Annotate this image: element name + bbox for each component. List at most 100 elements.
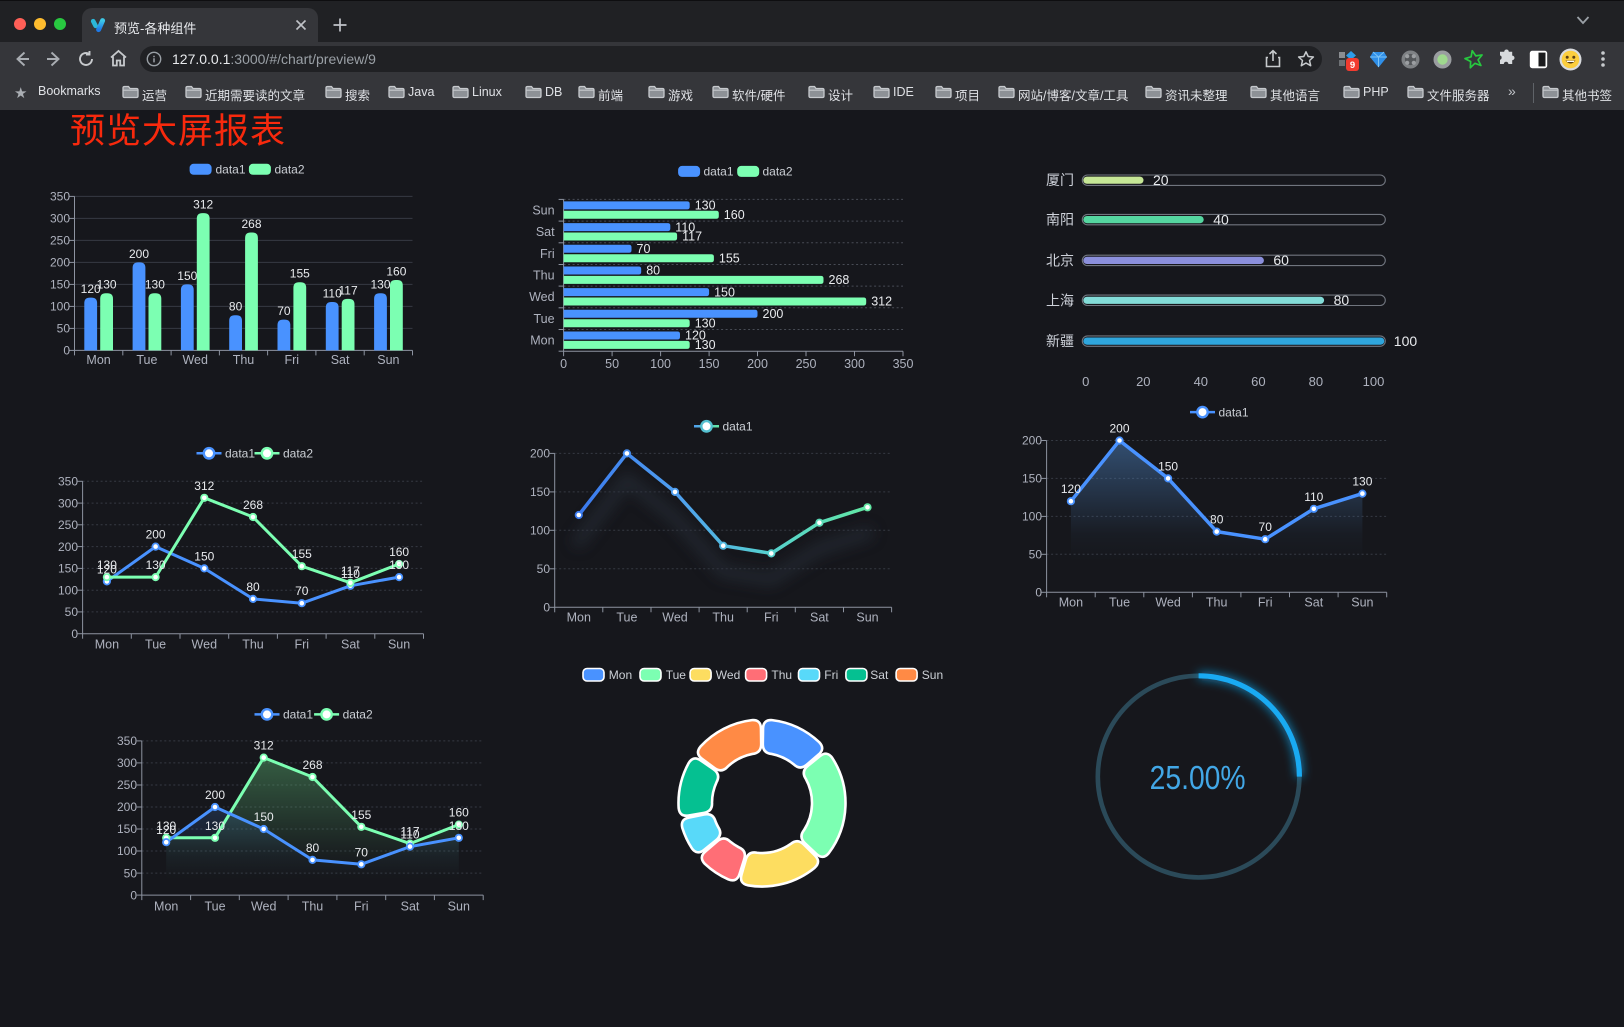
svg-text:200: 200 <box>129 247 149 261</box>
svg-text:350: 350 <box>58 475 78 489</box>
svg-text:0: 0 <box>130 888 137 902</box>
svg-text:200: 200 <box>205 788 225 802</box>
svg-text:150: 150 <box>530 485 550 499</box>
svg-text:Thu: Thu <box>242 638 264 652</box>
svg-text:200: 200 <box>1109 422 1129 436</box>
svg-text:50: 50 <box>605 357 619 371</box>
svg-text:80: 80 <box>1210 513 1224 527</box>
svg-text:Sun: Sun <box>448 900 470 914</box>
svg-text:Wed: Wed <box>529 290 555 304</box>
svg-text:新疆: 新疆 <box>1046 333 1074 349</box>
svg-text:data2: data2 <box>275 162 305 176</box>
svg-text:Fri: Fri <box>540 247 555 261</box>
svg-text:Tue: Tue <box>666 668 687 682</box>
svg-text:Wed: Wed <box>716 668 740 682</box>
svg-text:268: 268 <box>241 217 261 231</box>
svg-text:110: 110 <box>323 287 342 301</box>
svg-text:100: 100 <box>1363 374 1385 389</box>
svg-text:200: 200 <box>763 307 784 321</box>
svg-text:Thu: Thu <box>302 900 324 914</box>
svg-text:Mon: Mon <box>95 638 119 652</box>
svg-text:Sun: Sun <box>1351 596 1373 610</box>
svg-text:150: 150 <box>254 810 274 824</box>
svg-text:40: 40 <box>1194 374 1208 389</box>
svg-text:120: 120 <box>156 823 176 837</box>
svg-text:130: 130 <box>145 278 165 292</box>
svg-text:Wed: Wed <box>182 353 208 367</box>
svg-text:155: 155 <box>292 547 312 561</box>
svg-text:Mon: Mon <box>1059 596 1083 610</box>
svg-text:150: 150 <box>177 269 197 283</box>
svg-text:120: 120 <box>97 562 117 576</box>
svg-text:350: 350 <box>50 190 70 204</box>
svg-text:117: 117 <box>341 564 360 578</box>
svg-text:100: 100 <box>58 583 78 597</box>
svg-text:Sat: Sat <box>401 900 420 914</box>
svg-text:data1: data1 <box>216 162 246 176</box>
svg-text:70: 70 <box>637 242 651 256</box>
svg-text:Mon: Mon <box>154 900 178 914</box>
svg-text:130: 130 <box>97 558 117 572</box>
svg-text:130: 130 <box>146 558 166 572</box>
svg-text:Fri: Fri <box>1258 596 1273 610</box>
svg-text:Tue: Tue <box>1109 596 1130 610</box>
svg-text:Fri: Fri <box>824 668 838 682</box>
svg-text:130: 130 <box>389 558 409 572</box>
svg-text:200: 200 <box>146 528 166 542</box>
svg-text:Thu: Thu <box>1206 596 1228 610</box>
svg-text:130: 130 <box>205 819 225 833</box>
svg-text:25.00%: 25.00% <box>1150 759 1246 796</box>
svg-text:Tue: Tue <box>616 611 637 625</box>
svg-text:data2: data2 <box>763 164 793 178</box>
svg-text:200: 200 <box>530 447 550 461</box>
svg-text:155: 155 <box>290 267 310 281</box>
svg-text:312: 312 <box>194 479 214 493</box>
svg-text:120: 120 <box>1061 482 1081 496</box>
svg-text:上海: 上海 <box>1046 292 1074 308</box>
svg-text:117: 117 <box>682 230 702 244</box>
svg-text:100: 100 <box>530 524 550 538</box>
svg-text:160: 160 <box>449 806 469 820</box>
svg-text:160: 160 <box>724 208 745 222</box>
svg-text:Mon: Mon <box>609 668 632 682</box>
svg-text:0: 0 <box>1082 374 1089 389</box>
svg-text:150: 150 <box>1022 472 1042 486</box>
svg-text:北京: 北京 <box>1046 252 1074 268</box>
svg-text:100: 100 <box>117 844 137 858</box>
svg-text:Thu: Thu <box>533 269 555 283</box>
svg-text:110: 110 <box>400 828 419 842</box>
svg-text:110: 110 <box>1304 490 1323 504</box>
svg-text:50: 50 <box>537 562 551 576</box>
svg-text:250: 250 <box>117 778 137 792</box>
svg-text:120: 120 <box>685 329 706 343</box>
svg-text:Wed: Wed <box>1155 596 1181 610</box>
svg-text:50: 50 <box>57 322 71 336</box>
svg-text:50: 50 <box>65 605 79 619</box>
svg-text:200: 200 <box>747 357 768 371</box>
svg-text:0: 0 <box>1035 586 1042 600</box>
svg-text:160: 160 <box>386 265 406 279</box>
svg-text:100: 100 <box>1394 333 1418 349</box>
svg-text:200: 200 <box>117 800 137 814</box>
svg-text:130: 130 <box>97 278 117 292</box>
svg-text:300: 300 <box>844 357 865 371</box>
svg-text:50: 50 <box>124 866 138 880</box>
svg-text:70: 70 <box>1259 520 1273 534</box>
svg-text:data2: data2 <box>283 447 313 461</box>
svg-text:20: 20 <box>1153 172 1169 188</box>
svg-text:150: 150 <box>1158 459 1178 473</box>
svg-text:9: 9 <box>1350 60 1355 71</box>
svg-text:data1: data1 <box>225 447 255 461</box>
svg-text:80: 80 <box>246 580 260 594</box>
svg-text:70: 70 <box>295 584 309 598</box>
svg-text:150: 150 <box>699 357 720 371</box>
svg-text:Thu: Thu <box>712 611 734 625</box>
svg-text:0: 0 <box>63 344 70 358</box>
svg-text:Sat: Sat <box>810 611 829 625</box>
svg-text:268: 268 <box>829 273 850 287</box>
svg-text:117: 117 <box>400 825 419 839</box>
svg-text:Mon: Mon <box>567 611 591 625</box>
svg-text:130: 130 <box>370 278 390 292</box>
svg-text:312: 312 <box>193 198 213 212</box>
svg-text:130: 130 <box>695 338 716 352</box>
